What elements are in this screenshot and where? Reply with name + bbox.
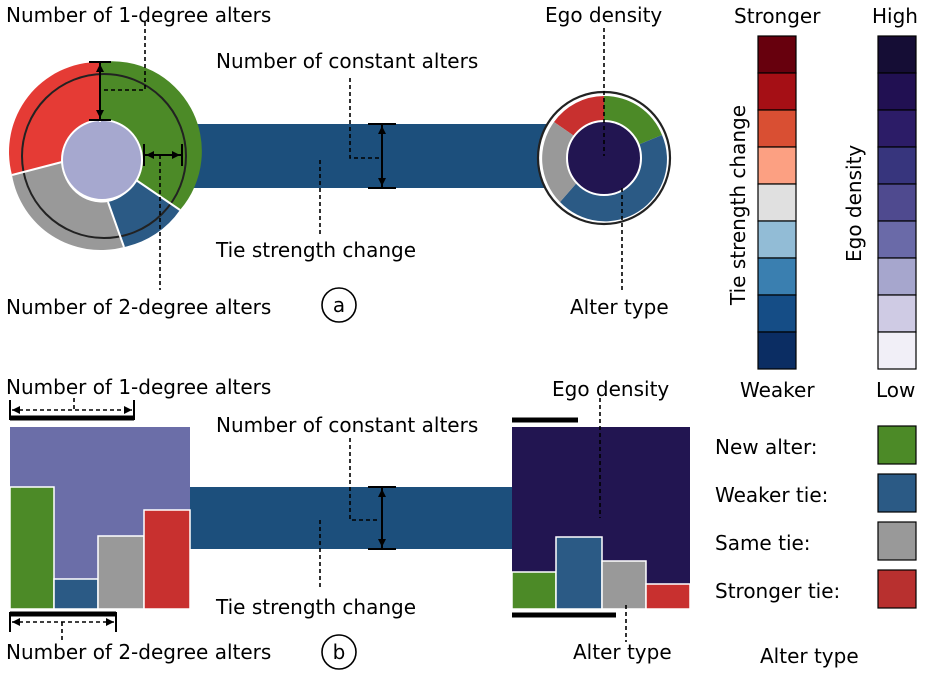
donut-red-segment [9, 61, 100, 175]
colorbar-swatch [757, 183, 797, 222]
legend-ego-density [877, 35, 917, 370]
bar-weaker-left [53, 578, 99, 610]
colorbar-swatch [877, 35, 917, 74]
left-donut-a [9, 61, 202, 251]
label-2deg-a: Number of 2-degree alters [6, 295, 271, 319]
donut-gray-segment [12, 162, 124, 251]
right-donut-green [604, 95, 662, 147]
colorbar-swatch [877, 331, 917, 370]
legend-density-title: Ego density [842, 145, 866, 262]
label-ego-density-a: Ego density [545, 3, 662, 27]
right-donut-a [536, 90, 672, 226]
legend-alter-swatch [877, 521, 917, 561]
panel-label-b: b [333, 640, 346, 664]
bar-same-left [97, 535, 145, 610]
bar-stronger-left [143, 509, 191, 610]
colorbar-swatch [877, 220, 917, 259]
label-2deg-b: Number of 2-degree alters [6, 640, 271, 664]
legend-density-top: High [872, 4, 918, 28]
ego-center-left [61, 119, 143, 201]
legend-tie-title: Tie strength change [726, 105, 750, 306]
donut-outline-ring [21, 73, 187, 239]
legend-alter-swatch [877, 473, 917, 513]
colorbar-swatch [757, 146, 797, 185]
bar-same-right [601, 560, 647, 610]
bar-stronger-right [645, 583, 691, 610]
donut-green-segment [100, 61, 202, 210]
colorbar-swatch [877, 146, 917, 185]
legend-alter-title: Alter type [760, 644, 859, 668]
bar-new-alter-right [511, 571, 557, 610]
label-constant-a: Number of constant alters [216, 49, 478, 73]
bar-weaker-right [555, 536, 603, 610]
legend-tie-strength [757, 35, 797, 370]
legend-alter-label: Stronger tie: [715, 579, 840, 603]
label-1deg-a: Number of 1-degree alters [6, 3, 271, 27]
link-band-b [190, 487, 512, 549]
colorbar-swatch [757, 35, 797, 74]
bar-new-alter-left [9, 486, 55, 610]
colorbar-swatch [757, 220, 797, 259]
panel-badge-b [321, 634, 357, 670]
legend-tie-top: Stronger [734, 4, 821, 28]
legend-alter-type: New alter: Weaker tie: Same tie: Stronger t… [715, 425, 917, 609]
colorbar-swatch [757, 109, 797, 148]
label-ego-density-b: Ego density [552, 377, 669, 401]
colorbar-swatch [757, 331, 797, 370]
colorbar-swatch [877, 257, 917, 296]
colorbar-swatch [877, 294, 917, 333]
colorbar-swatch [877, 72, 917, 111]
legend-alter-label: Same tie: [715, 531, 811, 555]
legend-alter-swatch [877, 569, 917, 609]
label-alter-type-b: Alter type [573, 640, 672, 664]
label-alter-type-a: Alter type [570, 295, 669, 319]
label-1deg-b: Number of 1-degree alters [6, 375, 271, 399]
panel-badge-a [321, 287, 357, 323]
label-constant-b: Number of constant alters [216, 413, 478, 437]
colorbar-swatch [877, 109, 917, 148]
colorbar-swatch [757, 72, 797, 111]
legend-density-bottom: Low [876, 378, 915, 402]
legend-alter-swatch [877, 425, 917, 465]
right-rect-b [511, 427, 691, 610]
colorbar-swatch [757, 257, 797, 296]
label-tie-change-b: Tie strength change [215, 595, 416, 619]
legend-alter-label: Weaker tie: [715, 483, 828, 507]
panel-label-a: a [333, 293, 345, 317]
ego-center-right [566, 120, 642, 196]
label-tie-change-a: Tie strength change [215, 238, 416, 262]
legend-alter-label: New alter: [715, 435, 818, 459]
legend-tie-bottom: Weaker [740, 378, 815, 402]
left-rect-b [9, 427, 191, 610]
colorbar-swatch [877, 183, 917, 222]
donut-blue-segment [108, 180, 180, 247]
colorbar-swatch [757, 294, 797, 333]
link-band-a [190, 124, 550, 188]
